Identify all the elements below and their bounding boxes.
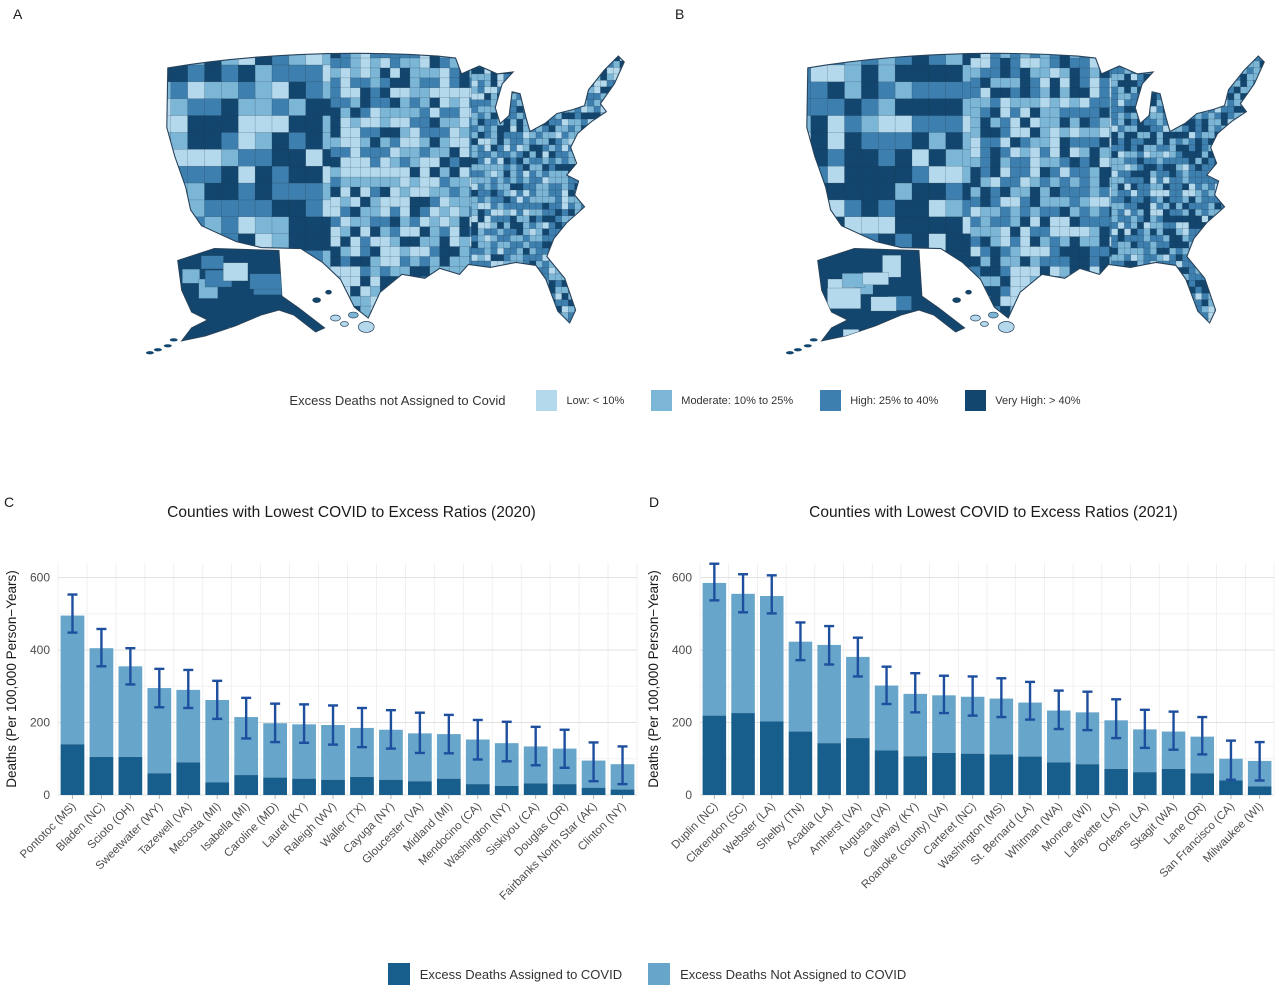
choropleth-map-2021	[785, 52, 1265, 355]
axes: 0 200 400 600 Deaths (Per 100,000 Person−Yea…	[646, 570, 692, 802]
legend-swatch-moderate	[651, 390, 673, 411]
svg-text:0: 0	[43, 788, 50, 802]
svg-text:0: 0	[685, 788, 692, 802]
gridlines	[57, 563, 638, 796]
svg-text:400: 400	[672, 643, 692, 657]
error-bars	[709, 562, 1265, 782]
svg-text:400: 400	[30, 643, 50, 657]
bar-legend-item-assigned: Excess Deaths Assigned to COVID	[387, 963, 622, 985]
map-legend-item-high: High: 25% to 40%	[820, 390, 938, 411]
chart-title-2021: Counties with Lowest COVID to Excess Rat…	[809, 504, 1178, 521]
svg-text:600: 600	[672, 571, 692, 585]
bar-chart-2021-panel: Counties with Lowest COVID to Excess Rat…	[642, 501, 1280, 957]
error-bars	[67, 593, 628, 786]
map-legend-item-moderate: Moderate: 10% to 25%	[651, 390, 793, 411]
svg-text:600: 600	[30, 571, 50, 585]
svg-text:200: 200	[672, 716, 692, 730]
svg-text:Deaths (Per 100,000 Person−Yea: Deaths (Per 100,000 Person−Years)	[646, 570, 661, 788]
map-legend-title: Excess Deaths not Assigned to Covid	[289, 393, 506, 408]
x-axis-labels: Duplin (NC)Clarendon (SC)Webster (LA)She…	[670, 795, 1266, 891]
bar-chart-legend: Excess Deaths Assigned to COVID Excess D…	[0, 963, 1280, 985]
legend-swatch-not-assigned	[648, 963, 671, 985]
legend-swatch-high	[820, 390, 842, 411]
panel-label-d: D	[649, 494, 660, 510]
legend-swatch-very-high	[965, 390, 987, 411]
panel-label-c: C	[4, 494, 15, 510]
map-legend-item-low: Low: < 10%	[536, 390, 624, 411]
chart-title-2020: Counties with Lowest COVID to Excess Rat…	[167, 504, 536, 521]
gridlines	[699, 563, 1275, 796]
choropleth-map-2020	[145, 52, 625, 355]
bar-chart-2020: 0 200 400 600 Deaths (Per 100,000 Person−Yea…	[4, 563, 638, 903]
map-legend-item-very-high: Very High: > 40%	[965, 390, 1081, 411]
legend-swatch-low	[536, 390, 558, 411]
panel-label-a: A	[13, 6, 23, 22]
svg-text:Deaths (Per 100,000 Person−Yea: Deaths (Per 100,000 Person−Years)	[4, 570, 19, 788]
axes: 0 200 400 600 Deaths (Per 100,000 Person−Yea…	[4, 570, 50, 802]
bar-legend-item-not-assigned: Excess Deaths Not Assigned to COVID	[648, 963, 906, 985]
map-legend: Excess Deaths not Assigned to Covid Low:…	[45, 390, 1280, 411]
svg-text:200: 200	[30, 716, 50, 730]
x-axis-labels: Pontotoc (MS)Bladen (NC)Scioto (OH)Sweet…	[18, 795, 629, 903]
bar-chart-2021: 0 200 400 600 Deaths (Per 100,000 Person−Yea…	[646, 562, 1275, 891]
legend-swatch-assigned	[387, 963, 410, 985]
panel-label-b: B	[675, 6, 685, 22]
bar-chart-2020-panel: Counties with Lowest COVID to Excess Rat…	[0, 501, 645, 957]
